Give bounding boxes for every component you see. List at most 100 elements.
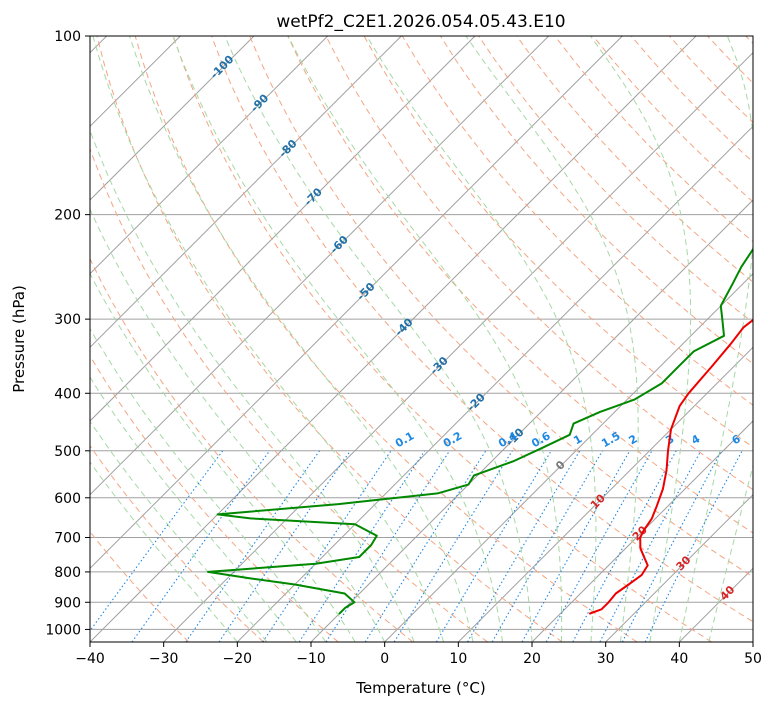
temperature-profile [589,318,753,615]
moist-adiabat [90,272,356,642]
isotherm-line [163,51,753,642]
chart-title: wetPf2_C2E1.2026.054.05.43.E10 [276,12,565,32]
mixing-ratio-line [325,450,451,642]
dry-adiabat [90,147,488,642]
dry-adiabat [325,36,753,491]
x-tick-label: 20 [523,651,541,667]
dry-adiabat [90,530,190,642]
mixing-ratio-line [218,450,351,642]
moist-adiabat [678,36,753,642]
background-lines [90,36,753,642]
dry-adiabat [211,36,753,623]
dry-adiabat [249,36,753,578]
isotherm-line [90,36,623,570]
moist-adiabat [129,36,474,642]
y-tick-label: 900 [54,595,81,611]
isotherm-line [384,272,753,642]
dry-adiabat [172,36,712,642]
mixing-ratio-line [185,450,321,642]
y-tick-label: 700 [54,531,81,547]
isotherm-line [90,36,329,275]
isotherm-line [90,36,476,422]
moist-adiabat [287,36,563,642]
x-tick-label: −40 [75,651,105,667]
moist-adiabat [90,420,268,642]
x-tick-label: −10 [296,651,326,667]
mixing-ratio-line [262,450,392,642]
mixing-ratio-line [467,450,581,642]
y-tick-label: 200 [54,208,81,224]
mixing-ratio-line [521,450,631,642]
x-tick-label: −30 [149,651,179,667]
mixing-ratio-label: 8 [755,432,768,447]
moist-adiabat [172,36,503,642]
y-tick-label: 300 [54,312,81,328]
isotherm-line [605,493,753,642]
moist-adiabat [90,327,327,642]
mixing-ratio-label: 0.1 [393,429,416,450]
dry-adiabat [592,36,753,203]
dry-adiabat [90,354,339,642]
x-tick-label: 50 [744,651,762,667]
mixing-ratio-label: 1 [571,432,584,447]
mixing-ratio-line [90,450,224,632]
isotherm-label: 10 [588,491,608,511]
mixing-ratio-line [599,450,702,642]
mixing-ratio-line [572,450,677,642]
x-tick-label: 10 [449,651,467,667]
mixing-ratio-line [364,450,487,642]
mixing-ratio-line [298,450,426,642]
mixing-ratio-label: 1.5 [599,429,622,450]
isotherm-line [457,346,753,642]
dry-adiabat [90,257,414,642]
isotherm-line [531,420,753,642]
mixing-ratio-label: 0.6 [529,429,553,450]
x-tick-label: 0 [380,651,389,667]
moist-adiabat [224,36,533,642]
dry-adiabat [90,444,264,642]
mixing-ratio-line [131,450,271,642]
dewpoint-profile [207,247,753,615]
moist-adiabat [90,129,415,642]
moist-adiabat [90,376,297,642]
dry-adiabat [516,36,753,283]
mixing-ratio-line [545,450,653,642]
isotherm-line [90,36,550,496]
moist-adiabat [90,461,238,642]
y-tick-label: 600 [54,491,81,507]
moist-adiabat [708,463,753,642]
isotherm-line [678,567,753,642]
x-tick-label: −20 [223,651,253,667]
y-tick-label: 800 [54,565,81,581]
x-tick-label: 30 [597,651,615,667]
mixing-ratio-label: 4 [689,432,702,447]
isotherm-line [752,641,753,642]
moist-adiabat [366,36,597,642]
mixing-ratio-label: 6 [730,432,743,447]
isotherm-line [310,199,753,642]
plot-frame [89,35,754,643]
y-axis-ticks: 100 200 300 400 500 600 700 800 900 1000 [45,29,90,638]
x-tick-label: 40 [670,651,688,667]
sounding-profiles [207,247,753,615]
mixing-ratio-label: 0.2 [441,429,464,450]
dry-adiabat [669,36,753,124]
dry-adiabat [439,36,753,365]
dry-adiabat [478,36,753,324]
mixing-ratio-line [644,450,743,642]
y-tick-label: 100 [54,29,81,45]
y-axis-label: Pressure (hPa) [10,285,28,393]
x-axis-label: Temperature (°C) [355,679,485,697]
isotherm-line [236,125,753,642]
moist-adiabat [92,36,445,642]
moist-adiabat [590,36,692,642]
y-tick-label: 400 [54,386,81,402]
dry-adiabat [134,36,638,642]
dry-adiabat [287,36,753,534]
y-tick-label: 1000 [45,622,81,638]
isotherm-line [90,36,255,201]
moist-adiabat [465,36,639,642]
mixing-ratio-line [435,450,552,642]
moist-adiabat [90,208,386,642]
